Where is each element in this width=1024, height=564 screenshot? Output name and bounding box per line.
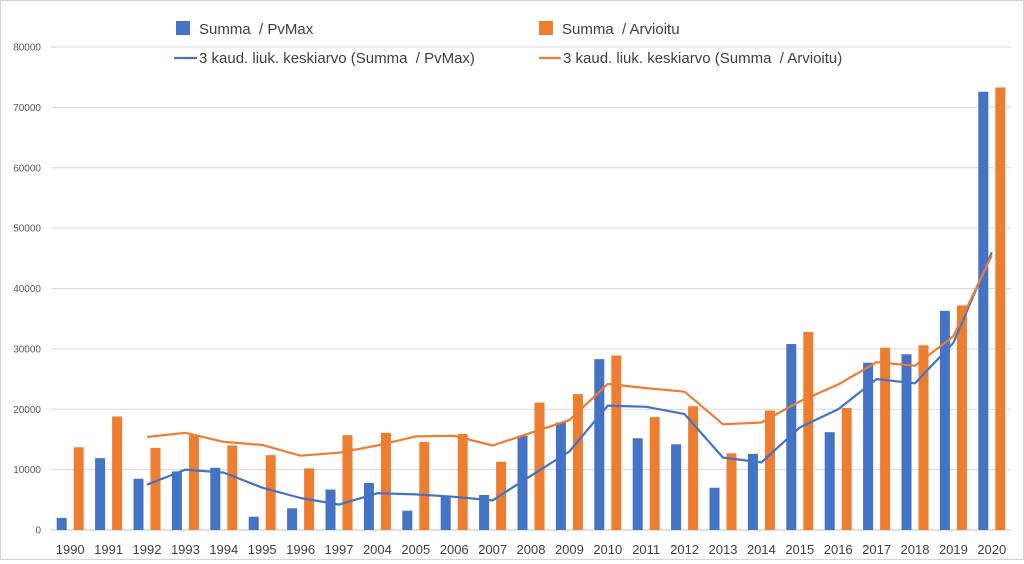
bar-pvmax bbox=[402, 510, 413, 530]
y-tick-label: 50000 bbox=[13, 224, 41, 235]
bars bbox=[56, 87, 1006, 531]
bar-pvmax bbox=[440, 496, 451, 530]
bar-pvmax bbox=[171, 471, 182, 530]
x-tick-label: 2019 bbox=[939, 542, 968, 557]
x-tick-label: 2020 bbox=[977, 542, 1006, 557]
bar-pvmax bbox=[939, 310, 950, 530]
x-tick-label: 2014 bbox=[747, 542, 776, 557]
bar-arvioitu bbox=[265, 455, 276, 530]
bar-pvmax bbox=[709, 487, 720, 530]
bar-arvioitu bbox=[380, 432, 391, 530]
bar-pvmax bbox=[555, 422, 566, 530]
bar-arvioitu bbox=[112, 416, 123, 530]
legend-label-arvioitu-bar: Summa / Arvioitu bbox=[562, 21, 680, 38]
line-arvioitu-moving-average bbox=[146, 254, 993, 457]
bar-arvioitu bbox=[956, 305, 967, 530]
y-tick-label: 20000 bbox=[13, 405, 41, 416]
bar-pvmax bbox=[671, 444, 682, 530]
bar-pvmax bbox=[363, 482, 374, 530]
y-tick-label: 40000 bbox=[13, 284, 41, 295]
x-tick-label: 2011 bbox=[632, 542, 660, 557]
bar-pvmax bbox=[978, 91, 989, 531]
x-tick-label: 2010 bbox=[593, 542, 622, 557]
bar-pvmax bbox=[287, 508, 298, 530]
x-tick-label: 2015 bbox=[785, 542, 814, 557]
bar-arvioitu bbox=[649, 417, 660, 530]
line-pvmax-moving-average bbox=[146, 251, 993, 506]
bar-arvioitu bbox=[188, 435, 199, 530]
y-tick-label: 30000 bbox=[13, 344, 41, 355]
y-tick-label: 70000 bbox=[13, 103, 41, 114]
x-tick-label: 2009 bbox=[555, 542, 584, 557]
bar-pvmax bbox=[56, 517, 67, 530]
bar-pvmax bbox=[747, 453, 758, 530]
legend-label-pvmax-line: 3 kaud. liuk. keskiarvo (Summa / PvMax) bbox=[199, 50, 475, 67]
y-axis: 0 10000 20000 30000 40000 50000 60000 70000 8000… bbox=[13, 43, 41, 537]
bar-pvmax bbox=[210, 467, 221, 530]
bar-arvioitu bbox=[457, 434, 468, 530]
bar-pvmax bbox=[824, 432, 835, 530]
x-tick-label: 1996 bbox=[286, 542, 315, 557]
bar-arvioitu bbox=[73, 447, 84, 530]
bar-pvmax bbox=[325, 489, 336, 530]
y-tick-label: 60000 bbox=[13, 163, 41, 174]
y-tick-label: 80000 bbox=[13, 43, 41, 54]
x-tick-label: 2018 bbox=[901, 542, 930, 557]
legend-label-arvioitu-line: 3 kaud. liuk. keskiarvo (Summa / Arvioit… bbox=[563, 50, 842, 67]
bar-pvmax bbox=[594, 359, 605, 530]
bar-pvmax bbox=[133, 478, 144, 530]
bar-arvioitu bbox=[918, 345, 929, 530]
x-tick-label: 2017 bbox=[862, 542, 891, 557]
y-tick-label: 0 bbox=[35, 526, 41, 537]
bar-pvmax bbox=[863, 362, 874, 530]
bar-arvioitu bbox=[150, 447, 161, 530]
bar-arvioitu bbox=[534, 402, 545, 530]
x-tick-label: 1993 bbox=[171, 542, 200, 557]
x-tick-label: 1994 bbox=[209, 542, 238, 557]
bar-arvioitu bbox=[688, 406, 699, 530]
x-tick-label: 2012 bbox=[670, 542, 699, 557]
x-tick-label: 2006 bbox=[440, 542, 469, 557]
x-tick-label: 1990 bbox=[56, 542, 85, 557]
bar-pvmax bbox=[95, 458, 106, 530]
x-axis: 1990 1991 1992 1993 1994 1995 1996 1997 2004 2005… bbox=[56, 542, 1007, 557]
bar-pvmax bbox=[901, 354, 912, 530]
bar-pvmax bbox=[517, 435, 528, 530]
bar-pvmax bbox=[479, 494, 490, 530]
x-tick-label: 2004 bbox=[363, 542, 392, 557]
bar-arvioitu bbox=[803, 331, 814, 530]
bar-arvioitu bbox=[572, 394, 583, 530]
legend-label-pvmax-bar: Summa / PvMax bbox=[199, 21, 314, 38]
x-tick-label: 2007 bbox=[478, 542, 507, 557]
bar-pvmax bbox=[248, 516, 259, 530]
y-tick-label: 10000 bbox=[13, 465, 41, 476]
bar-arvioitu bbox=[419, 441, 430, 530]
x-tick-label: 2016 bbox=[824, 542, 853, 557]
bar-pvmax bbox=[786, 344, 797, 530]
legend-swatch-arvioitu-bar bbox=[539, 21, 553, 35]
x-tick-label: 1991 bbox=[94, 542, 123, 557]
bar-arvioitu bbox=[880, 347, 891, 530]
x-tick-label: 2008 bbox=[517, 542, 546, 557]
bar-arvioitu bbox=[611, 355, 622, 530]
legend-swatch-pvmax-bar bbox=[176, 21, 190, 35]
bar-arvioitu bbox=[227, 445, 238, 530]
moving-average-lines bbox=[146, 251, 993, 506]
x-tick-label: 1995 bbox=[248, 542, 277, 557]
legend: Summa / PvMax Summa / Arvioitu 3 kaud. l… bbox=[174, 21, 842, 67]
bar-arvioitu bbox=[726, 453, 737, 530]
x-tick-label: 2013 bbox=[709, 542, 738, 557]
x-tick-label: 1997 bbox=[325, 542, 354, 557]
bar-arvioitu bbox=[841, 408, 852, 530]
bar-arvioitu bbox=[764, 410, 775, 530]
bar-pvmax bbox=[632, 438, 643, 530]
x-tick-label: 1992 bbox=[133, 542, 162, 557]
bar-arvioitu bbox=[342, 435, 353, 530]
x-tick-label: 2005 bbox=[401, 542, 430, 557]
bar-arvioitu bbox=[995, 87, 1006, 531]
